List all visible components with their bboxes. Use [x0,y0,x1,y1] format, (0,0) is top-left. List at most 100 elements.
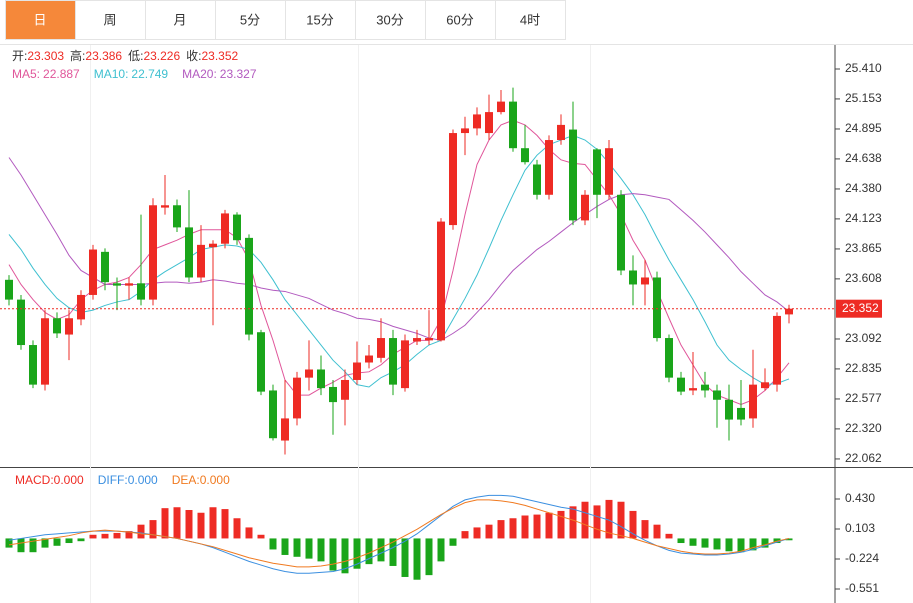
macd-bar [401,538,409,577]
tab[interactable] [355,0,426,40]
tab[interactable] [495,0,566,40]
candle-body [485,112,493,134]
candle-body [293,377,301,419]
macd-bar [641,520,649,539]
macd-bar [137,524,145,539]
macd-bar [281,538,289,555]
candle-body [605,148,613,195]
candle-body [389,338,397,385]
candle-body [161,205,169,208]
tab-label[interactable]: 月 [173,12,186,27]
candle-body [425,338,433,341]
macd-bar [353,538,361,569]
macd-bar [317,538,325,562]
macd-bar [341,538,349,574]
y-tick-label: -0.224 [845,551,879,565]
macd-bar [629,510,637,539]
candle-body [773,315,781,385]
candle-body [89,249,97,295]
tab-label[interactable]: 周 [103,12,116,27]
legend-entry: MACD:0.000 [15,473,84,487]
candle-body [317,369,325,389]
candle-body [137,283,145,300]
tab[interactable] [285,0,356,40]
macd-bar [437,538,445,562]
macd-bar [221,509,229,539]
macd-bar [173,507,181,539]
tab[interactable] [215,0,286,40]
candle-body [125,283,133,286]
macd-bar [545,512,553,539]
macd-bar [593,505,601,539]
candle-body [521,148,529,163]
header-value: 23.226 [143,49,180,63]
tab[interactable] [425,0,496,40]
tab-label[interactable]: 日 [33,12,46,27]
macd-bar [761,538,769,548]
macd-bar [197,512,205,539]
candle-body [413,338,421,342]
macd-bar [245,527,253,539]
macd-bar [29,538,37,553]
legend-entry: DIFF:0.000 [98,473,158,487]
candle-body [77,294,85,320]
candle-body [41,318,49,385]
header-value: 23.303 [27,49,64,63]
macd-bar [413,538,421,580]
candle-body [581,194,589,221]
tab-label[interactable]: 4时 [520,12,540,27]
macd-bar [365,538,373,565]
candle-body [53,318,61,334]
macd-bar [329,538,337,571]
macd-bar [677,538,685,544]
macd-bar [425,538,433,576]
header-value: 23.352 [201,49,238,63]
macd-bar [149,520,157,539]
candle-body [593,149,601,195]
tab-label[interactable]: 60分 [446,12,473,27]
macd-bar [749,538,757,551]
candle-body [557,124,565,141]
candle-body [377,338,385,358]
candle-body [701,384,709,391]
candle-body [401,340,409,389]
candle-body [365,355,373,363]
candle-body [17,299,25,346]
tab-label[interactable]: 5分 [240,12,260,27]
macd-bar [293,538,301,557]
macd-bar [185,510,193,539]
macd-bar [713,538,721,550]
candle-body [173,205,181,228]
macd-bar [701,538,709,548]
legend-name: MA10: [94,67,129,81]
candle-body [509,101,517,149]
legend-value: 22.887 [43,67,80,81]
macd-bar [5,538,13,548]
macd-bar [569,506,577,539]
tab-label[interactable]: 15分 [306,12,333,27]
macd-bar [785,538,793,541]
candle-body [341,379,349,400]
macd-bar [41,538,49,548]
current-price-label: 23.352 [842,301,879,315]
candle-body [29,345,37,385]
current-price-box [836,299,882,318]
candle-body [461,128,469,134]
macd-bar [101,533,109,539]
tab[interactable] [5,0,76,40]
candle-body [449,133,457,226]
macd-bar [617,501,625,539]
y-tick-label: 22.062 [845,451,882,465]
y-tick-label: 22.835 [845,361,882,375]
macd-bar [737,538,745,553]
candle-body [785,308,793,315]
candle-body [197,244,205,278]
macd-bar [665,533,673,539]
y-tick-label: 25.153 [845,91,882,105]
tab-label[interactable]: 30分 [376,12,403,27]
macd-bar [725,538,733,552]
legend-entry: DEA:0.000 [172,473,230,487]
macd-bar [125,531,133,539]
candle-body [5,279,13,300]
header-label: 低: [128,49,143,63]
